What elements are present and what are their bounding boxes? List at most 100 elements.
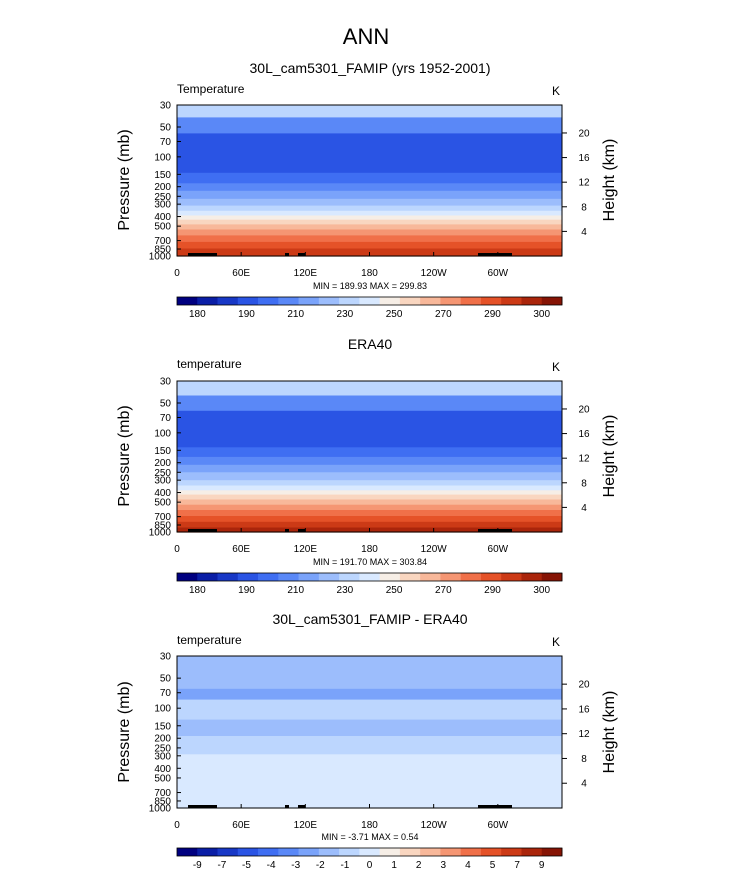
min-max-stats: MIN = 191.70 MAX = 303.84	[313, 557, 427, 567]
longitude-tick-label: 120E	[294, 820, 318, 831]
colorbar-swatch	[298, 573, 320, 581]
contour-band	[177, 485, 562, 491]
colorbar-swatch	[318, 297, 340, 305]
colorbar-frame	[176, 572, 563, 582]
colorbar-label: 190	[238, 309, 255, 320]
longitude-tick-label: 60E	[232, 544, 250, 555]
colorbar-swatch	[237, 297, 259, 305]
contour-band	[177, 521, 562, 528]
height-tick-label: 20	[578, 128, 590, 139]
colorbar-frame	[176, 296, 563, 306]
topography-mask	[478, 805, 512, 808]
colorbar-swatch	[440, 297, 462, 305]
pressure-tick-label: 850	[154, 796, 171, 807]
colorbar-swatch	[440, 848, 462, 856]
contour-band	[177, 117, 562, 134]
longitude-tick-label: 0	[174, 820, 180, 831]
height-tick-label: 12	[578, 178, 590, 189]
height-tick-label: 16	[578, 153, 590, 164]
colorbar-swatch	[420, 573, 441, 581]
longitude-tick-label: 0	[174, 268, 180, 279]
min-max-stats: MIN = -3.71 MAX = 0.54	[321, 832, 418, 842]
contour-band	[177, 224, 562, 231]
pressure-tick-label: 150	[154, 721, 171, 732]
contour-band	[177, 510, 562, 517]
pressure-tick-label: 700	[154, 512, 171, 523]
pressure-tick-label: 1000	[149, 804, 172, 815]
pressure-tick-label: 700	[154, 788, 171, 799]
contour-band	[177, 456, 562, 466]
colorbar-label: 9	[539, 860, 545, 871]
topography-mask	[478, 529, 512, 532]
contour-band	[177, 215, 562, 221]
colorbar-swatch	[278, 848, 299, 856]
y-axis-label: Pressure (mb)	[116, 405, 133, 506]
contour-band	[177, 229, 562, 236]
colorbar-label: 210	[287, 585, 304, 596]
longitude-tick-label: 0	[174, 544, 180, 555]
colorbar-label: 190	[238, 585, 255, 596]
contour-band	[177, 719, 562, 737]
pressure-tick-label: 500	[154, 773, 171, 784]
colorbar-label: 270	[435, 309, 452, 320]
colorbar-swatch	[460, 573, 482, 581]
colorbar-swatch	[521, 297, 543, 305]
pressure-tick-label: 150	[154, 446, 171, 457]
height-tick-label: 20	[578, 680, 590, 691]
longitude-tick-label: 60E	[232, 820, 250, 831]
contour-band	[177, 699, 562, 721]
longitude-tick-label: 60W	[488, 544, 509, 555]
colorbar-swatch	[258, 848, 279, 856]
topography-mask	[285, 529, 289, 532]
height-tick-label: 16	[578, 429, 590, 440]
pressure-tick-label: 300	[154, 200, 171, 211]
colorbar-swatch	[237, 573, 259, 581]
colorbar-swatch	[501, 297, 522, 305]
height-tick-label: 12	[578, 454, 590, 465]
y-axis-right-label: Height (km)	[601, 691, 618, 774]
colorbar-label: 7	[514, 860, 520, 871]
colorbar-label: 250	[386, 309, 403, 320]
colorbar-swatch	[177, 848, 198, 856]
pressure-tick-label: 50	[160, 674, 172, 685]
colorbar-swatch	[359, 848, 381, 856]
longitude-tick-label: 180	[361, 820, 378, 831]
colorbar-label: 4	[465, 860, 471, 871]
colorbar-swatch	[460, 848, 482, 856]
pressure-tick-label: 850	[154, 245, 171, 256]
colorbar-swatch	[399, 848, 421, 856]
colorbar-label: -1	[340, 860, 349, 871]
pressure-tick-label: 500	[154, 498, 171, 509]
y-axis-label: Pressure (mb)	[116, 129, 133, 230]
pressure-tick-label: 400	[154, 764, 171, 775]
pressure-tick-label: 50	[160, 398, 172, 409]
height-tick-label: 4	[581, 227, 587, 238]
colorbar-label: 300	[533, 585, 550, 596]
topography-mask	[285, 805, 289, 808]
pressure-tick-label: 250	[154, 743, 171, 754]
colorbar-swatch	[460, 297, 482, 305]
contour-band	[177, 210, 562, 217]
pressure-tick-label: 100	[154, 152, 171, 163]
pressure-tick-label: 70	[160, 137, 172, 148]
height-tick-label: 20	[578, 404, 590, 415]
colorbar-label: 180	[189, 585, 206, 596]
colorbar-label: -3	[291, 860, 300, 871]
pressure-tick-label: 70	[160, 688, 172, 699]
topography-mask	[285, 253, 289, 256]
contour-band	[177, 235, 562, 243]
pressure-tick-label: 100	[154, 704, 171, 715]
longitude-tick-label: 180	[361, 544, 378, 555]
contour-band	[177, 447, 562, 458]
colorbar-label: 0	[367, 860, 373, 871]
topography-mask	[298, 529, 305, 532]
pressure-tick-label: 30	[160, 652, 172, 663]
colorbar-swatch	[217, 848, 239, 856]
y-axis-right-label: Height (km)	[601, 139, 618, 222]
contour-band	[177, 190, 562, 200]
colorbar-label: 250	[386, 585, 403, 596]
colorbar-swatch	[197, 848, 218, 856]
colorbar-swatch	[480, 573, 502, 581]
height-tick-label: 8	[581, 754, 587, 765]
